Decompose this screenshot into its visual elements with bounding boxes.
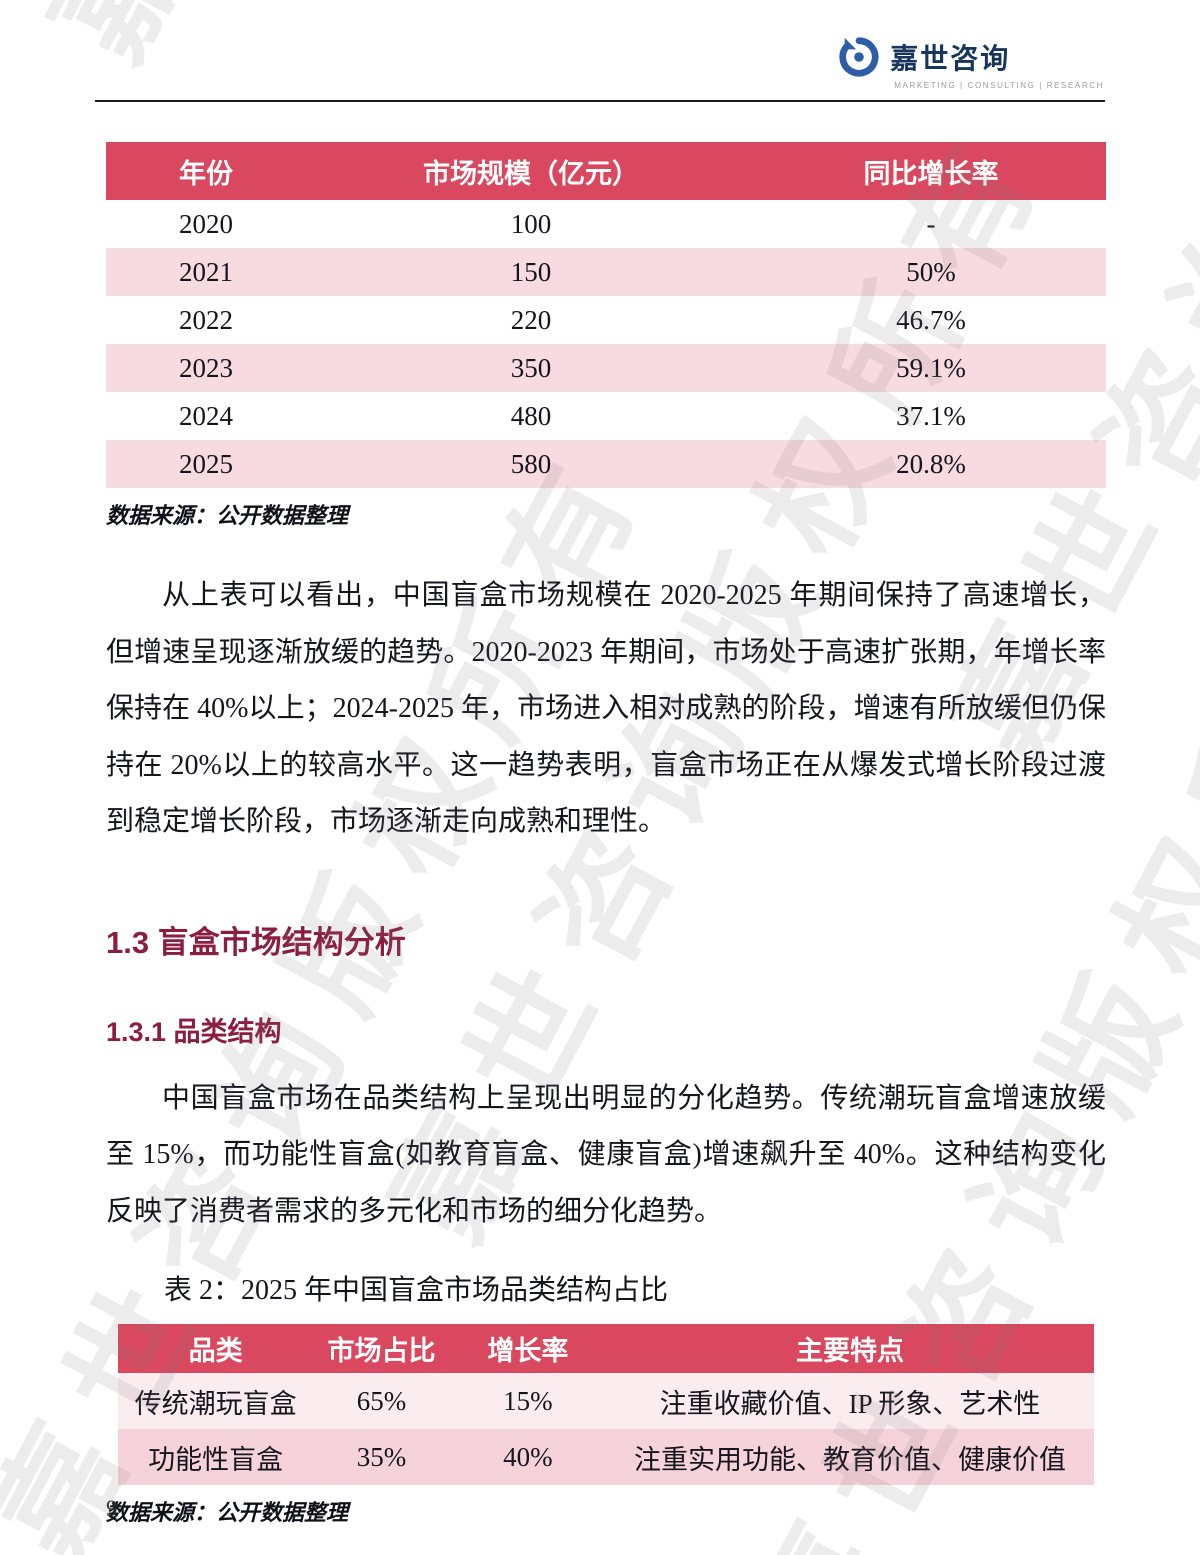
table-row: 功能性盲盒 35% 40% 注重实用功能、教育价值、健康价值 [118, 1429, 1094, 1486]
column-header: 品类 [118, 1324, 314, 1374]
table-cell: 2020 [179, 208, 233, 239]
column-header: 同比增长率 [756, 142, 1106, 200]
main-content: 年份 市场规模（亿元） 同比增长率 2020 100 - 2021 150 50… [106, 142, 1106, 1527]
company-name: 嘉世咨询 [890, 43, 1011, 74]
column-header: 主要特点 [605, 1324, 1094, 1374]
table-cell: 15% [503, 1385, 553, 1416]
column-header: 增长率 [449, 1324, 606, 1374]
page-number: 9 [106, 1496, 118, 1521]
table-cell: 50% [906, 256, 956, 287]
category-structure-table: 品类 市场占比 增长率 主要特点 传统潮玩盲盒 65% 15% 注重收藏价值、I… [118, 1324, 1094, 1486]
watermark: 嘉世咨询版权所有 [0, 0, 742, 85]
table-cell: 580 [510, 448, 552, 479]
table-cell: 2024 [179, 400, 233, 431]
table-header-row: 品类 市场占比 增长率 主要特点 [118, 1324, 1094, 1374]
column-header: 市场占比 [313, 1324, 450, 1374]
table-cell: 2023 [179, 352, 233, 383]
section-heading: 1.3 盲盒市场结构分析 [106, 924, 406, 960]
table-cell: - [926, 208, 936, 239]
table-header-row: 年份 市场规模（亿元） 同比增长率 [106, 142, 1106, 200]
table-cell: 150 [510, 256, 552, 287]
table-cell: 2022 [179, 304, 233, 335]
subsection-heading: 1.3.1 品类结构 [106, 1016, 282, 1047]
table-caption: 表 2：2025 年中国盲盒市场品类结构占比 [164, 1275, 669, 1307]
table-row: 2023 350 59.1% [106, 344, 1106, 392]
company-tagline: MARKETING | CONSULTING | RESEARCH [894, 81, 1104, 90]
market-size-table: 年份 市场规模（亿元） 同比增长率 2020 100 - 2021 150 50… [106, 142, 1106, 488]
table-cell: 注重实用功能、教育价值、健康价值 [633, 1444, 1066, 1475]
table-cell: 传统潮玩盲盒 [134, 1388, 297, 1419]
table-cell: 65% [356, 1385, 407, 1416]
column-header: 市场规模（亿元） [306, 142, 756, 200]
table-cell: 20.8% [896, 448, 966, 479]
page-header: 嘉世咨询 MARKETING | CONSULTING | RESEARCH [838, 36, 1104, 90]
data-source-note: 数据来源：公开数据整理 [106, 503, 349, 528]
table-cell: 2025 [179, 448, 233, 479]
table-cell: 350 [510, 352, 552, 383]
table-row: 2020 100 - [106, 200, 1106, 248]
body-paragraph: 从上表可以看出，中国盲盒市场规模在 2020-2025 年期间保持了高速增长，但… [106, 580, 1106, 838]
table-row: 2022 220 46.7% [106, 296, 1106, 344]
table-cell: 功能性盲盒 [148, 1444, 284, 1475]
header-divider [95, 100, 1105, 102]
table-cell: 480 [510, 400, 552, 431]
table-cell: 40% [503, 1441, 553, 1472]
table-cell: 35% [356, 1441, 407, 1472]
body-paragraph: 中国盲盒市场在品类结构上呈现出明显的分化趋势。传统潮玩盲盒增速放缓至 15%，而… [106, 1082, 1106, 1227]
table-cell: 2021 [179, 256, 233, 287]
data-source-note: 数据来源：公开数据整理 [106, 1500, 349, 1526]
table-cell: 37.1% [896, 400, 966, 431]
table-row: 传统潮玩盲盒 65% 15% 注重收藏价值、IP 形象、艺术性 [118, 1373, 1094, 1430]
table-cell: 59.1% [896, 352, 966, 383]
table-cell: 100 [510, 208, 552, 239]
table-cell: 220 [510, 304, 552, 335]
table-row: 2025 580 20.8% [106, 440, 1106, 488]
table-cell: 46.7% [896, 304, 966, 335]
company-logo-icon [838, 36, 880, 78]
table-cell: 注重收藏价值、IP 形象、艺术性 [659, 1388, 1041, 1419]
table-row: 2021 150 50% [106, 248, 1106, 296]
table-row: 2024 480 37.1% [106, 392, 1106, 440]
column-header: 年份 [106, 142, 306, 200]
